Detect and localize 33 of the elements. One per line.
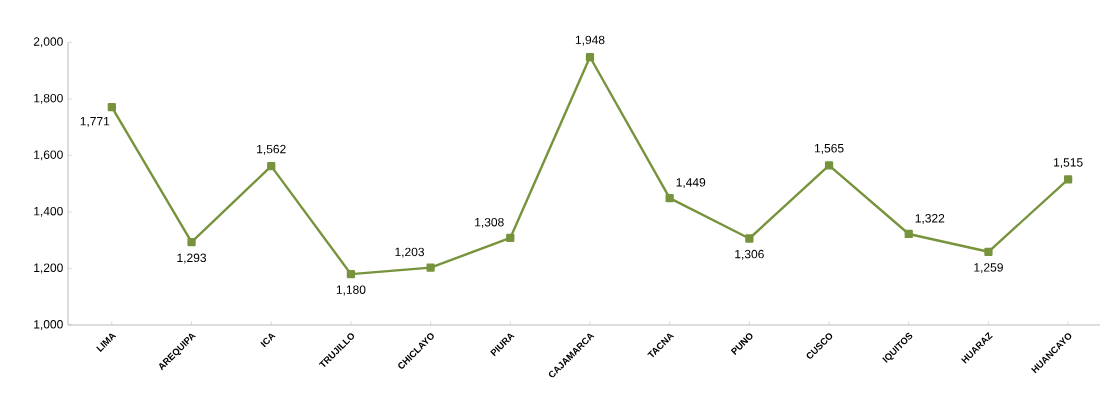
point — [506, 233, 515, 243]
data-label: 1,449 — [676, 178, 706, 189]
data-label: 1,180 — [336, 285, 366, 296]
y-tick-label: 1,800 — [34, 93, 63, 104]
y-tick-label: 1,400 — [34, 206, 63, 217]
point — [426, 263, 435, 272]
data-label: 1,259 — [974, 263, 1003, 274]
point — [824, 161, 834, 170]
point — [346, 269, 356, 279]
point — [984, 247, 993, 256]
point — [585, 52, 595, 62]
x-tick-label: ICA — [260, 333, 276, 348]
point — [665, 193, 674, 203]
point — [745, 234, 754, 243]
point — [187, 238, 196, 247]
data-label: 1,565 — [814, 143, 844, 154]
data-label: 1,308 — [475, 217, 504, 228]
point — [1063, 175, 1073, 184]
y-tick-label: 1,200 — [34, 263, 63, 274]
y-tick-label: 1,000 — [34, 320, 63, 330]
data-label: 1,293 — [177, 253, 207, 264]
data-label: 1,562 — [257, 144, 286, 155]
y-tick-label: 2,000 — [33, 37, 63, 48]
data-label: 1,771 — [80, 117, 110, 127]
y-tick-label: 1,600 — [34, 150, 63, 161]
data-label: 1,306 — [735, 249, 764, 260]
data-label: 1,948 — [575, 35, 605, 46]
point — [267, 162, 276, 171]
point — [904, 229, 913, 239]
point — [107, 102, 116, 112]
data-label: 1,515 — [1054, 158, 1083, 169]
data-label: 1,322 — [915, 214, 945, 224]
data-label: 1,203 — [395, 247, 425, 258]
